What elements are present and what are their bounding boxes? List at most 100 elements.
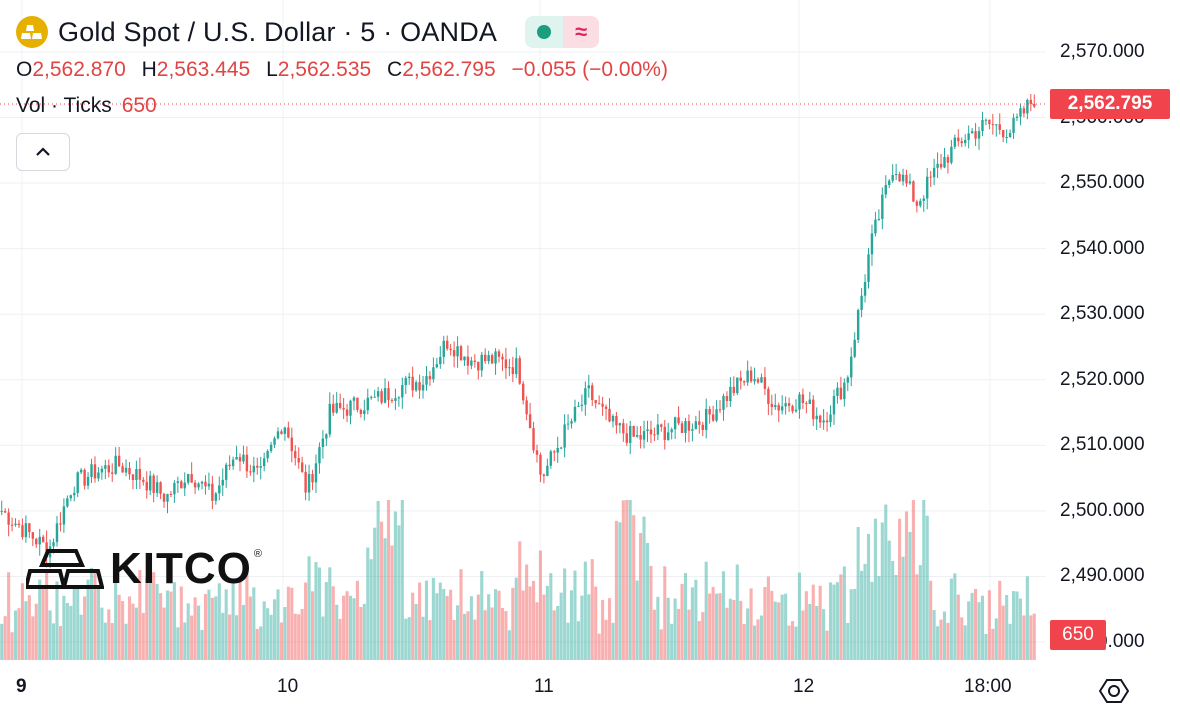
volume-bar [787,625,791,660]
candle-body [200,481,204,484]
volume-bar [76,587,80,660]
volume-bar [725,607,729,660]
candle-body [629,426,632,443]
candle-body [66,498,69,507]
candle-body [394,398,397,401]
candle-body [366,397,369,411]
candle-body [376,391,380,397]
candle-body [742,381,746,383]
candle-body [332,403,335,413]
volume-legend[interactable]: Vol · Ticks 650 [16,94,157,118]
volume-bar [773,601,777,660]
volume-bar [383,538,387,660]
candle-body [698,421,701,425]
candle-body [756,379,760,383]
volume-bar [190,615,194,660]
volume-bar [165,590,170,660]
volume-bar [794,626,798,660]
volume-bar [635,580,639,660]
candle-body [138,468,142,480]
volume-bar [34,603,38,660]
volume-bar [238,581,242,660]
price-tick-label: 2,540.000 [1060,237,1145,259]
volume-bar [756,619,760,660]
volume-bar [414,603,418,660]
volume-bar [904,511,909,660]
candle-body [235,457,238,460]
price-candles [0,93,1036,569]
candle-body [874,219,877,234]
candle-body [435,364,439,368]
candle-body [401,385,404,398]
candle-body [73,492,76,496]
volume-bar [83,596,87,660]
market-status-pill[interactable]: ≈ [525,16,600,48]
price-tick-label: 2,520.000 [1060,368,1145,390]
volume-bar [991,628,995,660]
candle-body [708,408,711,415]
candle-body [601,403,604,407]
volume-bar [127,596,132,660]
volume-bar [894,574,898,660]
volume-bar [380,521,384,660]
volume-bar [525,564,529,660]
volume-bar [780,594,784,660]
status-dot-icon [537,25,552,39]
candle-body [1008,133,1012,138]
volume-bar [65,603,69,660]
volume-bar [234,615,239,660]
candle-body [953,137,957,147]
open-value: 2,562.870 [32,58,126,81]
volume-bar [718,593,722,660]
candle-body [218,485,221,494]
candle-body [584,388,587,405]
candle-body [383,388,387,403]
volume-bar [438,582,442,660]
candle-body [974,131,977,139]
volume-bar [891,561,895,660]
candle-body [801,394,805,404]
candle-body [791,405,794,412]
volume-bar [970,592,974,660]
candle-body [922,198,925,201]
volume-bar [732,600,736,660]
candle-body [649,429,653,435]
volume-bar [0,623,4,660]
symbol-header[interactable]: Gold Spot / U.S. Dollar · 5 · OANDA ≈ [16,14,600,50]
volume-bar [51,623,56,660]
candle-body [625,433,628,443]
volume-bar [563,568,567,660]
volume-bar [887,540,891,660]
approx-icon[interactable]: ≈ [563,16,600,48]
candle-body [687,421,691,431]
candle-body [180,481,183,489]
volume-bar [159,593,163,660]
volume-bar [259,626,263,660]
chart-grid [0,0,1046,660]
symbol-title: Gold Spot / U.S. Dollar · 5 · OANDA [58,16,498,47]
volume-bar [134,607,138,660]
candle-body [1022,108,1026,114]
collapse-legend-button[interactable] [16,133,70,171]
candle-body [449,348,452,351]
candle-body [480,354,483,371]
volume-bar [784,593,788,660]
volume-bar [645,542,650,660]
volume-bar [690,587,694,660]
candle-body [580,404,584,406]
candle-body [221,479,224,486]
volume-bar [708,593,712,660]
settings-icon[interactable] [1099,676,1129,706]
volume-bar [877,576,881,660]
volume-bar [759,615,764,660]
market-open-indicator[interactable] [525,16,564,48]
volume-bar [614,520,618,660]
candle-body [321,438,325,448]
candle-body [345,409,349,416]
volume-bar [601,599,605,660]
candle-body [307,474,311,493]
volume-bar [514,577,518,660]
volume-bar [918,565,922,660]
candle-body [704,408,708,430]
